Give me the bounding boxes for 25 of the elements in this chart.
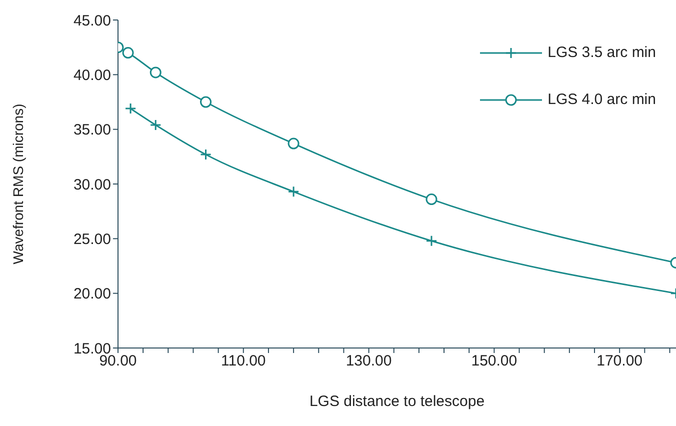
point — [288, 186, 300, 198]
point — [124, 102, 136, 114]
point — [122, 47, 134, 59]
y-axis-title: Wavefront RMS (microns) — [10, 104, 26, 264]
y-tick-label: 45.00 — [73, 12, 111, 30]
y-tick-label: 20.00 — [73, 286, 111, 303]
y-tick-label: 35.00 — [73, 122, 111, 139]
point — [150, 66, 162, 78]
y-tick-label: 30.00 — [73, 176, 111, 194]
y-tick-label: 25.00 — [73, 230, 111, 248]
x-tick-label: 150.00 — [471, 352, 518, 370]
y-tick-label: 40.00 — [73, 66, 111, 84]
x-axis-title: LGS distance to telescope — [309, 393, 485, 410]
x-tick-label: 110.00 — [221, 352, 266, 370]
point — [288, 138, 300, 150]
x-tick-label: 130.00 — [346, 352, 392, 370]
point — [200, 96, 212, 108]
legend-label: LGS 3.5 arc min — [548, 44, 656, 61]
point — [150, 119, 162, 131]
point — [426, 194, 438, 206]
point — [426, 235, 438, 247]
legend-label: LGS 4.0 arc min — [548, 91, 656, 108]
point — [200, 148, 212, 160]
x-tick-label: 170.00 — [596, 352, 643, 370]
x-tick-label: 90.00 — [99, 352, 137, 370]
